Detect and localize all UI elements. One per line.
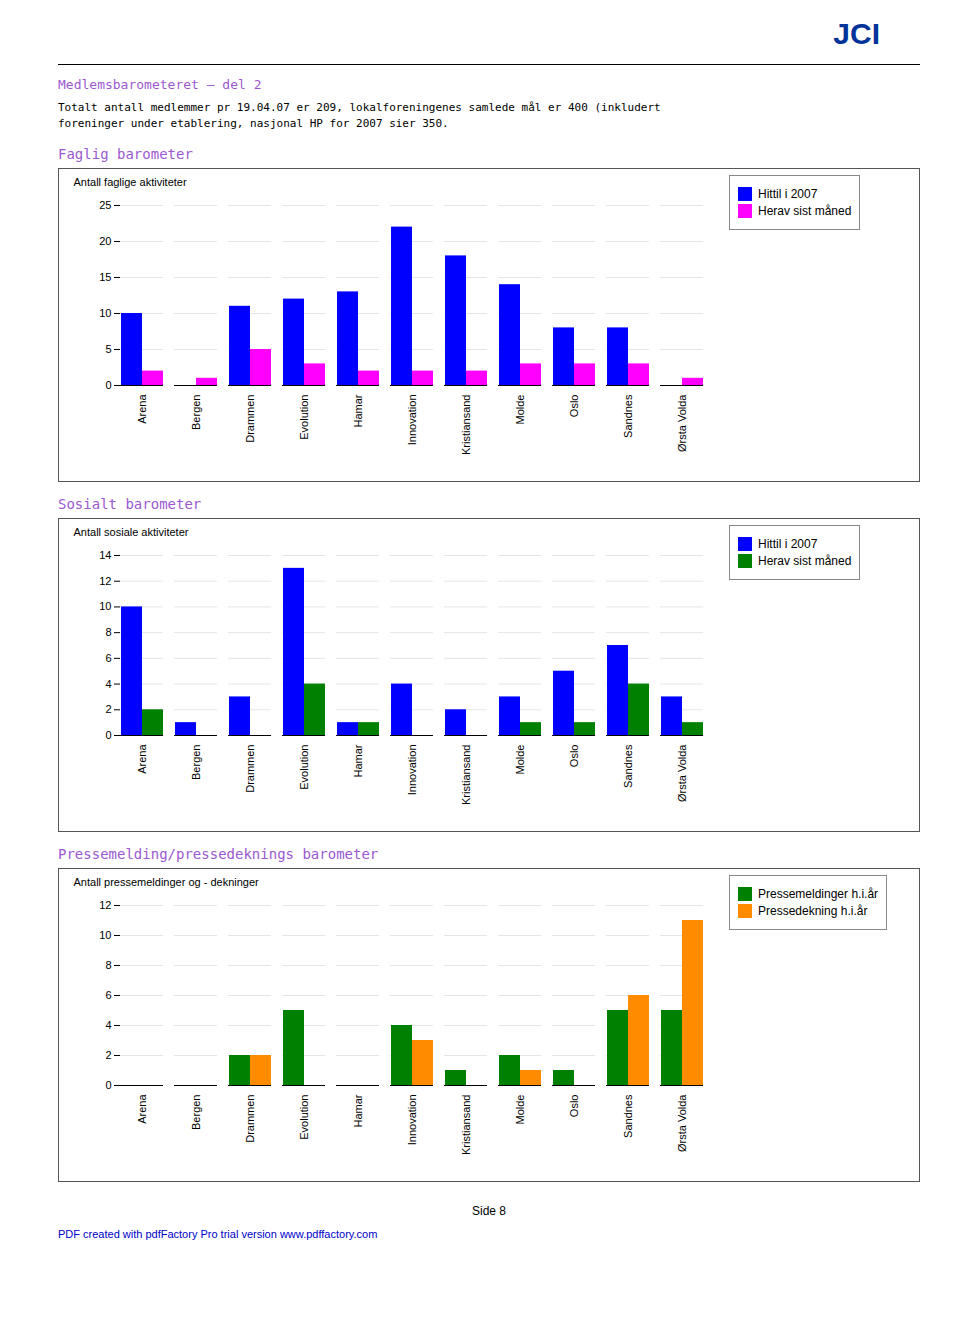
svg-text:6: 6 — [105, 652, 111, 664]
svg-text:2: 2 — [105, 703, 111, 715]
svg-text:Arena: Arena — [136, 744, 148, 774]
svg-text:Innovation: Innovation — [406, 745, 418, 796]
svg-text:10: 10 — [99, 307, 111, 319]
svg-text:2: 2 — [105, 1049, 111, 1061]
svg-text:0: 0 — [105, 1079, 111, 1091]
svg-text:20: 20 — [99, 235, 111, 247]
html-text:PDF created with pdfFactory Pr: PDF created with pdfFactory Pro trial ve… — [58, 1228, 378, 1240]
svg-text:0: 0 — [105, 379, 111, 391]
html-text:Pressemelding/pressedeknings b: Pressemelding/pressedeknings barometer — [58, 846, 379, 862]
html-text:Herav sist måned: Herav sist måned — [758, 554, 852, 568]
svg-text:Molde: Molde — [514, 395, 526, 425]
svg-text:Kristiansand: Kristiansand — [460, 745, 472, 806]
svg-text:Evolution: Evolution — [298, 745, 310, 790]
svg-text:6: 6 — [105, 989, 111, 1001]
html-text:foreninger under etablering, n: foreninger under etablering, nasjonal HP… — [58, 117, 449, 130]
html-text:Pressemeldinger h.i.år: Pressemeldinger h.i.år — [758, 887, 879, 901]
svg-text:Drammen: Drammen — [244, 745, 256, 793]
svg-text:Ørsta Volda: Ørsta Volda — [676, 744, 688, 802]
svg-text:4: 4 — [105, 678, 111, 690]
svg-text:0: 0 — [105, 729, 111, 741]
svg-text:Innovation: Innovation — [406, 1095, 418, 1146]
svg-text:Molde: Molde — [514, 745, 526, 775]
html-text:Herav sist måned: Herav sist måned — [758, 204, 852, 218]
svg-text:Antall sosiale aktiviteter: Antall sosiale aktiviteter — [74, 526, 189, 538]
svg-text:5: 5 — [105, 343, 111, 355]
svg-text:Oslo: Oslo — [568, 395, 580, 418]
html-text:JCI: JCI — [833, 17, 880, 50]
svg-text:Oslo: Oslo — [568, 745, 580, 768]
svg-text:Hamar: Hamar — [352, 1094, 364, 1127]
html-text:Sosialt barometer: Sosialt barometer — [58, 496, 202, 512]
svg-text:Bergen: Bergen — [190, 1095, 202, 1130]
svg-text:12: 12 — [99, 575, 111, 587]
html-text:Faglig barometer: Faglig barometer — [58, 146, 193, 162]
svg-text:8: 8 — [105, 626, 111, 638]
svg-text:Drammen: Drammen — [244, 395, 256, 443]
svg-text:10: 10 — [99, 600, 111, 612]
svg-text:10: 10 — [99, 929, 111, 941]
svg-text:Evolution: Evolution — [298, 395, 310, 440]
html-text:Side 8: Side 8 — [472, 1204, 506, 1218]
svg-text:Bergen: Bergen — [190, 745, 202, 780]
svg-text:Hamar: Hamar — [352, 744, 364, 777]
svg-text:Drammen: Drammen — [244, 1095, 256, 1143]
svg-text:Kristiansand: Kristiansand — [460, 395, 472, 456]
svg-text:25: 25 — [99, 199, 111, 211]
svg-text:Evolution: Evolution — [298, 1095, 310, 1140]
svg-text:8: 8 — [105, 959, 111, 971]
html-text:Pressedekning h.i.år: Pressedekning h.i.år — [758, 904, 868, 918]
svg-text:Kristiansand: Kristiansand — [460, 1095, 472, 1156]
html-text:Medlemsbarometeret – del 2: Medlemsbarometeret – del 2 — [58, 77, 262, 92]
svg-text:Antall pressemeldinger og - de: Antall pressemeldinger og - dekninger — [74, 876, 260, 888]
svg-text:Ørsta Volda: Ørsta Volda — [676, 394, 688, 452]
svg-text:12: 12 — [99, 899, 111, 911]
svg-text:Antall faglige aktiviteter: Antall faglige aktiviteter — [74, 176, 187, 188]
svg-text:15: 15 — [99, 271, 111, 283]
svg-text:14: 14 — [99, 549, 111, 561]
svg-text:4: 4 — [105, 1019, 111, 1031]
svg-text:Arena: Arena — [136, 394, 148, 424]
html-text:Hittil i 2007: Hittil i 2007 — [758, 537, 818, 551]
html-text:Totalt antall medlemmer pr 19.: Totalt antall medlemmer pr 19.04.07 er 2… — [58, 101, 661, 114]
svg-text:Sandnes: Sandnes — [622, 1094, 634, 1138]
svg-text:Oslo: Oslo — [568, 1095, 580, 1118]
svg-text:Sandnes: Sandnes — [622, 744, 634, 788]
svg-text:Sandnes: Sandnes — [622, 394, 634, 438]
svg-text:Hamar: Hamar — [352, 394, 364, 427]
svg-text:Arena: Arena — [136, 1094, 148, 1124]
svg-text:Bergen: Bergen — [190, 395, 202, 430]
svg-text:Molde: Molde — [514, 1095, 526, 1125]
svg-text:Ørsta Volda: Ørsta Volda — [676, 1094, 688, 1152]
svg-text:Innovation: Innovation — [406, 395, 418, 446]
html-text:Hittil i 2007: Hittil i 2007 — [758, 187, 818, 201]
